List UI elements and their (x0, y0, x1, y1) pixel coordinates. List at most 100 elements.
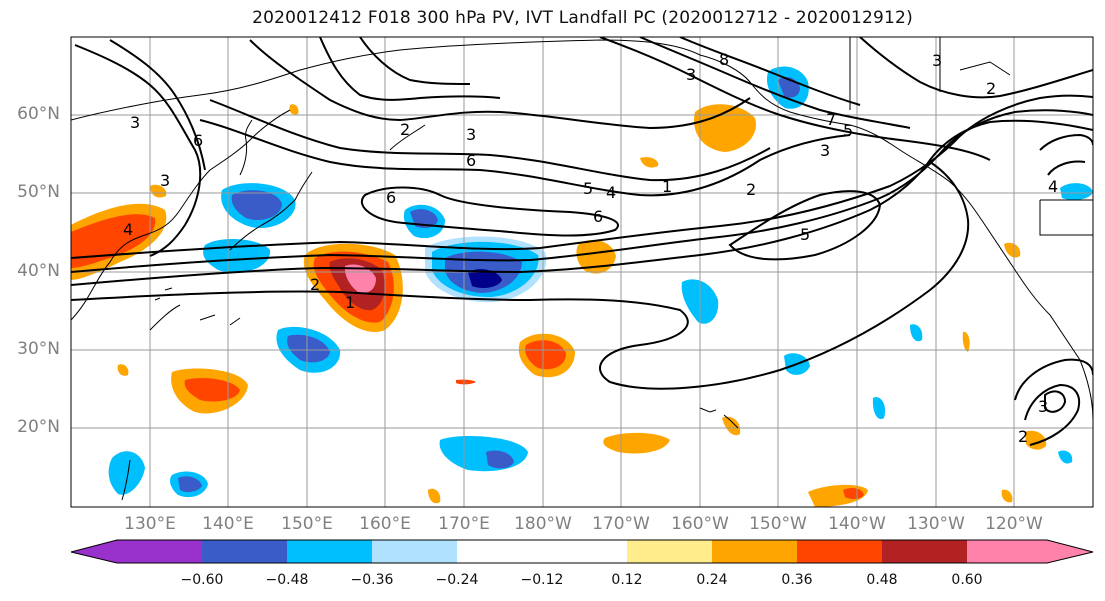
colorbar-segment (117, 540, 202, 563)
anomaly-positive (428, 488, 441, 504)
colorbar (70, 539, 1094, 564)
colorbar-tick-label: 0.12 (611, 572, 643, 588)
colorbar-segment (202, 540, 287, 563)
lon-label: 170°E (438, 514, 490, 534)
contour-label: 6 (593, 207, 603, 226)
lon-label: 150°E (281, 514, 333, 534)
anomaly-negative (178, 476, 202, 493)
colorbar-extend-high (1047, 540, 1093, 563)
lon-label: 180°W (514, 514, 572, 534)
contour-label: 4 (606, 183, 616, 202)
colorbar-segment (457, 540, 542, 563)
anomaly-positive (1004, 242, 1021, 258)
contour-label: 3 (466, 125, 476, 144)
contour-label: 6 (466, 151, 476, 170)
contour-label: 6 (193, 131, 203, 150)
contour-label: 2 (1018, 427, 1028, 446)
contour-label: 6 (386, 188, 396, 207)
colorbar-tick-label: 0.24 (696, 572, 728, 588)
contour-label: 2 (400, 120, 410, 139)
lon-label: 130°E (124, 514, 176, 534)
anomaly-positive (603, 432, 670, 454)
colorbar-tick-label: −0.36 (350, 572, 394, 588)
map-frame (70, 36, 1094, 508)
lon-label: 140°E (202, 514, 254, 534)
contour-label: 7 (826, 110, 836, 129)
contour-label: 3 (932, 51, 942, 70)
colorbar-segment (287, 540, 372, 563)
anomaly-negative (231, 190, 282, 221)
anomaly-negative (108, 451, 145, 495)
colorbar-tick-label: 0.36 (781, 572, 813, 588)
contour-label: 4 (123, 220, 133, 239)
anomaly-positive (117, 364, 129, 376)
colorbar-segment (967, 540, 1047, 563)
anomaly-positive (722, 416, 741, 436)
contour-label: 5 (800, 225, 810, 244)
contour-label: 2 (986, 79, 996, 98)
anomaly-positive (150, 184, 167, 198)
colorbar-segment (627, 540, 712, 563)
lat-label: 30°N (17, 339, 60, 359)
colorbar-tick-label: −0.24 (435, 572, 479, 588)
contour-label: 3 (130, 113, 140, 132)
colorbar-outline (70, 539, 1094, 564)
anomaly-positive (843, 487, 864, 500)
lon-label: 120°W (985, 514, 1043, 534)
colorbar-segment (882, 540, 967, 563)
anomaly-positive (1001, 489, 1013, 503)
anomaly-negative (910, 324, 923, 342)
pv-contours (71, 37, 1093, 446)
anomaly-positive (962, 331, 970, 352)
contour-label: 2 (310, 275, 320, 294)
contour-label: 5 (583, 179, 593, 198)
lon-label: 150°W (749, 514, 807, 534)
anomaly-positive (525, 340, 566, 370)
colorbar-segment (712, 540, 797, 563)
anomaly-positive (456, 379, 476, 385)
contour-label: 4 (1048, 177, 1058, 196)
contour-label: 2 (746, 180, 756, 199)
colorbar-tick-label: 0.60 (951, 572, 983, 588)
lon-label: 140°W (828, 514, 886, 534)
anomaly-negative (872, 397, 886, 420)
contour-label: 3 (820, 141, 830, 160)
lat-label: 60°N (17, 104, 60, 124)
anomaly-positive (640, 157, 659, 168)
contour-label: 3 (160, 171, 170, 190)
lat-label: 20°N (17, 417, 60, 437)
anomaly-positive (694, 104, 756, 152)
contour-label: 1 (662, 177, 672, 196)
contour-label: 3 (1038, 397, 1048, 416)
colorbar-tick-label: −0.12 (520, 572, 564, 588)
colorbar-segment (372, 540, 457, 563)
lon-label: 160°W (671, 514, 729, 534)
contour-label: 3 (686, 65, 696, 84)
anomaly-positive (184, 378, 240, 402)
figure-title: 2020012412 F018 300 hPa PV, IVT Landfall… (252, 8, 913, 28)
anomaly-negative (287, 334, 330, 363)
anomaly-negative (1060, 183, 1093, 200)
anomaly-negative (1058, 450, 1073, 464)
lon-label: 170°W (592, 514, 650, 534)
contour-label: 1 (345, 293, 355, 312)
anomaly-positive (289, 104, 299, 115)
anomaly-negative (468, 269, 502, 288)
colorbar-tick-label: −0.48 (265, 572, 309, 588)
coastlines (71, 37, 1093, 501)
contour-labels: 1 2 4 3 6 6 5 4 6 1 2 5 3 5 7 8 3 3 2 6 … (123, 50, 1058, 446)
colorbar-extend-low (71, 540, 117, 563)
contour-label: 8 (719, 50, 729, 69)
lon-label: 130°W (907, 514, 965, 534)
contour-label: 5 (843, 121, 853, 140)
lat-label: 40°N (17, 261, 60, 281)
colorbar-tick-label: −0.60 (180, 572, 224, 588)
colorbar-segment (797, 540, 882, 563)
colorbar-segment (542, 540, 627, 563)
lat-label: 50°N (17, 182, 60, 202)
anomaly-positive (71, 214, 156, 268)
lon-label: 160°E (359, 514, 411, 534)
anomaly-negative (486, 450, 514, 469)
colorbar-tick-label: 0.48 (866, 572, 898, 588)
